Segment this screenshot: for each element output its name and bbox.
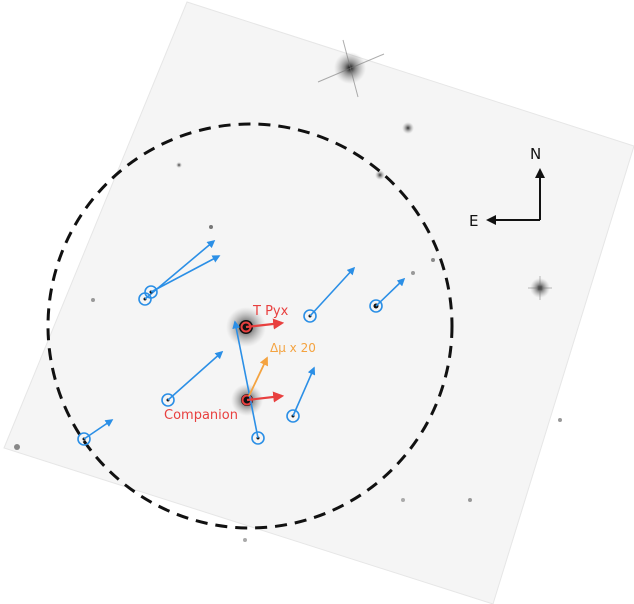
- compass-arrows-icon: N E: [469, 145, 545, 230]
- t-pyx-motion-arrow: [245, 318, 285, 330]
- reference-star-5: [161, 350, 224, 407]
- companion-label: Companion: [164, 408, 238, 423]
- field-of-view-circle: [46, 122, 454, 530]
- compass-north-label: N: [530, 145, 541, 163]
- compass-east-label: E: [469, 212, 478, 230]
- reference-star-6: [286, 366, 316, 423]
- reference-star-7: [232, 320, 265, 445]
- reference-star-2: [144, 255, 221, 299]
- field-image: [3, 1, 634, 604]
- reference-stars: [77, 239, 406, 446]
- reference-star-3: [303, 266, 356, 323]
- reference-star-4: [369, 277, 406, 313]
- field-stars: [14, 39, 562, 542]
- reference-star-8: [77, 419, 114, 446]
- t-pyx-label: T Pyx: [252, 304, 289, 319]
- companion-motion-arrow: [246, 391, 285, 403]
- delta-mu-arrow: [248, 356, 268, 397]
- delta-mu-label: Δμ x 20: [270, 341, 316, 355]
